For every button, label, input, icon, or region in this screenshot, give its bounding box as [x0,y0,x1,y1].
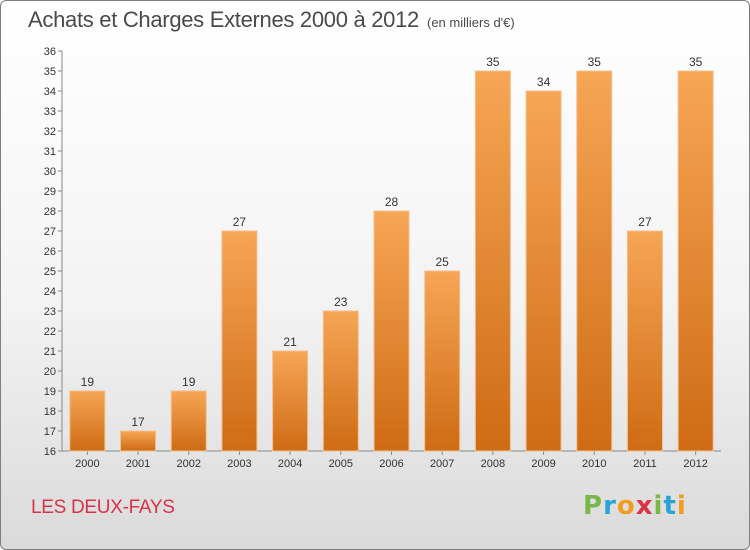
bar-2003 [221,230,258,452]
bar-2001 [120,430,157,452]
y-tick-label: 20 [44,366,56,378]
y-tick-label: 31 [44,146,56,158]
y-tick-label: 30 [44,166,56,178]
y-tick-label: 35 [44,66,56,78]
y-tick-label: 16 [44,446,56,458]
y-tick-label: 25 [44,266,56,278]
data-label-2001: 17 [131,415,145,429]
bar-2007 [424,270,461,452]
logo-letter: i [676,491,687,521]
logo-letter: o [616,491,636,521]
x-tick-label-2003: 2003 [227,458,251,470]
x-tick-label-2002: 2002 [176,458,200,470]
y-tick-label: 22 [44,326,56,338]
y-tick-label: 24 [44,286,56,298]
bar-2005 [322,310,359,452]
x-tick-label-2005: 2005 [329,458,353,470]
bar-2012 [677,70,714,452]
y-tick-label: 34 [44,86,56,98]
bar-2000 [69,390,106,452]
bar-2008 [474,70,511,452]
y-axis: 16 17 18 19 20 21 22 23 24 25 26 27 28 29 30 31 32 33 34 35… [44,46,63,458]
bar-2009 [525,90,562,452]
x-tick-label-2000: 2000 [75,458,99,470]
bar-2006 [373,210,410,452]
y-tick-label: 19 [44,386,56,398]
data-label-2009: 34 [537,75,551,89]
bar-2004 [272,350,309,452]
y-tick-label: 23 [44,306,56,318]
bar-2002 [170,390,207,452]
data-label-2011: 27 [638,215,652,229]
commune-name: LES DEUX-FAYS [31,497,175,518]
data-label-2007: 25 [436,255,450,269]
y-tick-label: 36 [44,46,56,58]
y-tick-label: 29 [44,186,56,198]
data-label-2005: 23 [334,295,348,309]
y-tick-label: 26 [44,246,56,258]
bar-2011 [626,230,663,452]
logo-letter: i [653,491,664,521]
data-label-2008: 35 [486,55,500,69]
bars: 19 17 19 27 21 23 28 25 35 34 35 27 35 [69,55,714,452]
data-label-2010: 35 [588,55,602,69]
x-tick-label-2012: 2012 [683,458,707,470]
x-tick-label-2006: 2006 [379,458,403,470]
y-tick-label: 28 [44,206,56,218]
data-label-2003: 27 [233,215,247,229]
chart-title-text: Achats et Charges Externes 2000 à 2012 [28,7,419,32]
data-label-2006: 28 [385,195,399,209]
data-label-2000: 19 [81,375,95,389]
y-tick-label: 27 [44,226,56,238]
bar-2010 [576,70,613,452]
y-tick-label: 21 [44,346,56,358]
x-tick-label-2007: 2007 [430,458,454,470]
logo-letter: t [663,491,677,521]
x-tick-label-2011: 2011 [633,458,657,470]
chart-title: Achats et Charges Externes 2000 à 2012 (e… [28,7,515,33]
data-label-2012: 35 [689,55,703,69]
chart-unit: (en milliers d'€) [426,15,515,30]
y-tick-label: 33 [44,106,56,118]
logo-letter: P [583,491,604,521]
data-label-2004: 21 [283,335,297,349]
y-tick-label: 32 [44,126,56,138]
x-tick-label-2001: 2001 [126,458,150,470]
data-label-2002: 19 [182,375,196,389]
logo-letter: r [603,491,617,521]
proxiti-logo: Proxiti [583,491,687,521]
x-tick-label-2004: 2004 [278,458,302,470]
x-tick-label-2009: 2009 [531,458,555,470]
logo-letter: x [635,491,654,521]
x-axis: 2000 2001 2002 2003 2004 2005 2006 2007 2008 2009… [62,450,721,470]
y-tick-label: 18 [44,406,56,418]
y-tick-label: 17 [44,426,56,438]
x-tick-label-2008: 2008 [481,458,505,470]
x-tick-label-2010: 2010 [582,458,606,470]
